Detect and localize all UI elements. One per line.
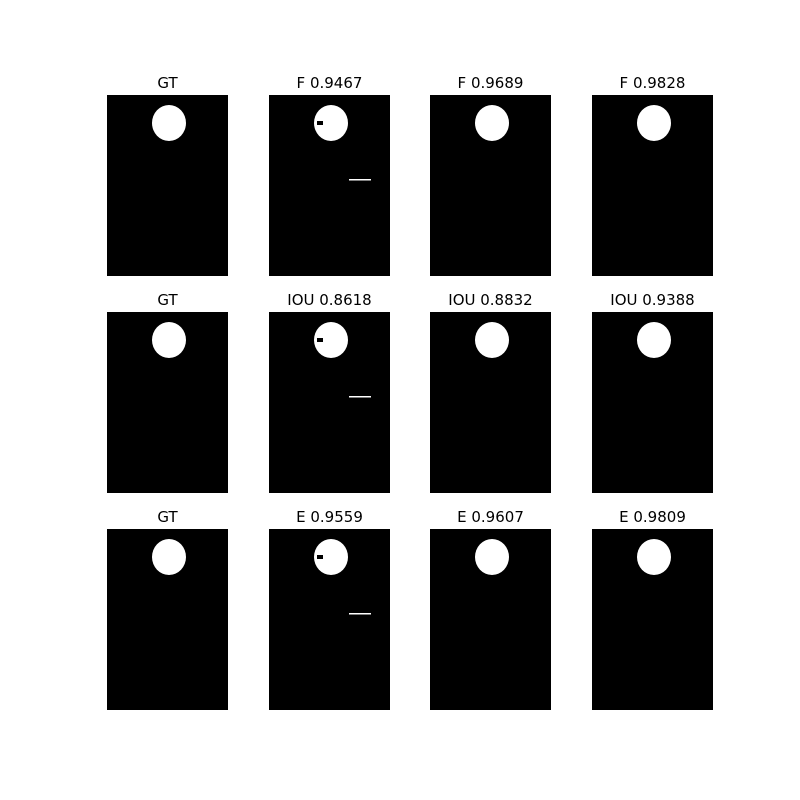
person-silhouette xyxy=(152,105,186,141)
person-silhouette xyxy=(637,322,671,358)
person-silhouette xyxy=(305,322,371,468)
segmentation-mask xyxy=(592,529,713,710)
panel-title: IOU 0.9388 xyxy=(610,291,695,309)
panel-title: GT xyxy=(157,508,178,526)
segmentation-mask xyxy=(269,529,390,710)
segmentation-mask xyxy=(592,95,713,276)
person-silhouette xyxy=(305,105,371,251)
person-silhouette xyxy=(475,322,509,440)
segmentation-mask xyxy=(430,95,551,276)
panel-title: F 0.9467 xyxy=(296,74,363,92)
panel-title: E 0.9809 xyxy=(619,508,686,526)
segmentation-mask xyxy=(269,312,390,493)
person-silhouette xyxy=(152,322,186,358)
segmentation-mask xyxy=(269,95,390,276)
person-silhouette xyxy=(637,539,671,575)
segmentation-mask xyxy=(430,529,551,710)
panel-title: GT xyxy=(157,74,178,92)
person-silhouette xyxy=(152,539,186,575)
segmentation-mask xyxy=(107,95,228,276)
segmentation-mask xyxy=(107,312,228,493)
person-silhouette xyxy=(637,105,671,141)
panel-title: E 0.9559 xyxy=(296,508,363,526)
segmentation-mask xyxy=(430,312,551,493)
panel-title: IOU 0.8618 xyxy=(287,291,372,309)
panel-title: F 0.9828 xyxy=(619,74,686,92)
panel-title: GT xyxy=(157,291,178,309)
person-silhouette xyxy=(475,105,509,223)
panel-title: IOU 0.8832 xyxy=(448,291,533,309)
person-silhouette xyxy=(305,539,371,685)
panel-title: E 0.9607 xyxy=(457,508,524,526)
segmentation-mask xyxy=(592,312,713,493)
person-silhouette xyxy=(475,539,509,657)
segmentation-mask xyxy=(107,529,228,710)
panel-title: F 0.9689 xyxy=(457,74,524,92)
